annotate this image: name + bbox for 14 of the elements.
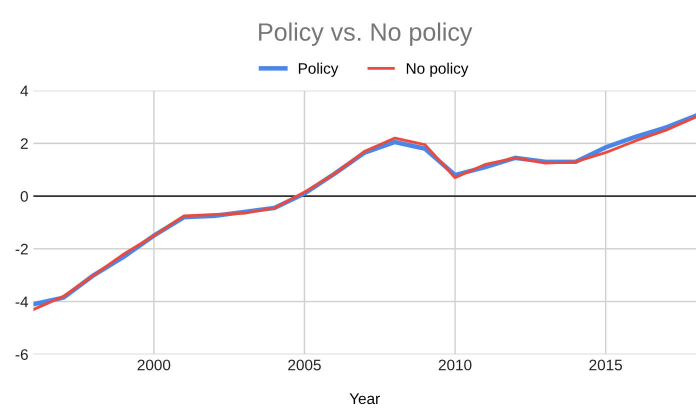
legend-label: No policy: [406, 62, 468, 77]
x-tick-label: 2000: [138, 360, 170, 370]
y-tick-label: -6: [16, 349, 28, 360]
x-tick-label: 2010: [438, 360, 472, 370]
x-axis-title: Year: [350, 393, 380, 404]
legend-label: Policy: [298, 62, 338, 77]
y-tick-label: 4: [20, 86, 28, 96]
y-tick-label: 0: [20, 190, 28, 202]
chart-title: Policy vs. No policy: [259, 22, 472, 46]
x-tick-label: 2015: [589, 360, 622, 370]
y-tick-label: 2: [20, 138, 28, 149]
x-tick-label: 2005: [288, 360, 321, 370]
y-tick-label: -2: [16, 244, 28, 254]
y-tick-label: -4: [16, 296, 28, 308]
